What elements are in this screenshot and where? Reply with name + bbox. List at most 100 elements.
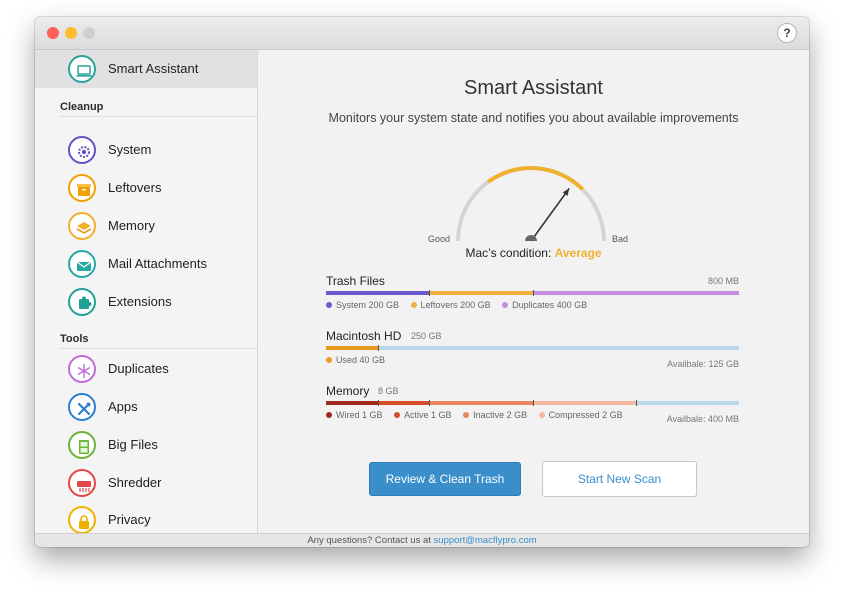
legend-dot <box>502 301 509 308</box>
page-title: Smart Assistant <box>464 77 603 99</box>
bar-segment <box>635 401 739 405</box>
sidebar: Smart Assistant Cleanup System Leftovers… <box>35 50 258 534</box>
bar-segment <box>532 291 739 295</box>
sidebar-item-apps[interactable]: Apps <box>35 388 257 426</box>
sidebar-item-big-files[interactable]: Big Files <box>35 426 257 464</box>
start-new-scan-button[interactable]: Start New Scan <box>542 461 697 497</box>
condition-gauge <box>456 166 606 242</box>
disk-available: Availbale: 125 GB <box>667 359 739 369</box>
minimize-button[interactable] <box>65 27 77 39</box>
memory-capacity: 8 GB <box>378 386 399 396</box>
legend-item-active: Active 1 GB <box>394 410 452 420</box>
bar-divider <box>532 400 534 406</box>
disk-legend: Used 40 GB <box>326 355 394 365</box>
sidebar-item-extensions[interactable]: Extensions <box>35 283 257 321</box>
trash-legend: System 200 GB Leftovers 200 GB Duplicate… <box>326 300 596 310</box>
close-button[interactable] <box>47 27 59 39</box>
bar-divider <box>429 400 431 406</box>
gauge-good-label: Good <box>428 234 451 244</box>
gear-icon <box>68 136 96 164</box>
puzzle-icon <box>68 288 96 316</box>
section-divider <box>60 116 257 117</box>
legend-label: Used 40 GB <box>336 355 386 365</box>
tools-section-header: Tools <box>60 333 89 345</box>
bar-divider <box>429 290 431 296</box>
mail-icon <box>68 250 96 278</box>
legend-label: Active 1 GB <box>404 410 452 420</box>
memory-legend: Wired 1 GB Active 1 GB Inactive 2 GB Com… <box>326 410 632 420</box>
bar-divider <box>635 400 637 406</box>
help-button[interactable]: ? <box>777 23 797 43</box>
laptop-icon <box>68 55 96 83</box>
memory-title: Memory <box>326 384 370 398</box>
bar-segment <box>326 291 430 295</box>
sidebar-item-label: Mail Attachments <box>108 256 207 271</box>
review-clean-trash-button[interactable]: Review & Clean Trash <box>369 462 521 496</box>
trash-files-title: Trash Files <box>326 274 385 288</box>
app-window: ? Smart Assistant Cleanup System Leftove… <box>35 17 809 547</box>
section-divider <box>60 348 257 349</box>
sidebar-item-duplicates[interactable]: Duplicates <box>35 350 257 388</box>
title-bar: ? <box>35 17 809 50</box>
legend-item-used: Used 40 GB <box>326 355 385 365</box>
lock-icon <box>68 506 96 534</box>
wrench-icon <box>68 393 96 421</box>
bar-segment <box>326 401 378 405</box>
legend-item-wired: Wired 1 GB <box>326 410 383 420</box>
disk-capacity: 250 GB <box>411 331 442 341</box>
page-subtitle: Monitors your system state and notifies … <box>328 111 739 125</box>
bar-divider <box>377 345 379 351</box>
gauge-needle <box>530 187 570 242</box>
legend-dot <box>463 411 470 418</box>
bar-segment <box>326 346 378 350</box>
layers-icon <box>68 212 96 240</box>
sidebar-item-system[interactable]: System <box>35 131 257 169</box>
sidebar-item-leftovers[interactable]: Leftovers <box>35 169 257 207</box>
bar-segment <box>429 291 533 295</box>
cabinet-icon <box>68 431 96 459</box>
sidebar-item-label: Memory <box>108 218 155 233</box>
bar-divider <box>377 400 379 406</box>
sidebar-item-memory[interactable]: Memory <box>35 207 257 245</box>
zoom-button[interactable] <box>83 27 95 39</box>
bar-divider <box>532 290 534 296</box>
sidebar-item-smart-assistant[interactable]: Smart Assistant <box>35 50 257 88</box>
legend-dot <box>326 301 332 308</box>
sidebar-item-label: Shredder <box>108 475 162 490</box>
legend-item-system: System 200 GB <box>326 300 399 310</box>
legend-label: Duplicates 400 GB <box>512 300 588 310</box>
legend-dot <box>394 411 401 418</box>
sidebar-item-privacy[interactable]: Privacy <box>35 501 257 539</box>
legend-item-duplicates: Duplicates 400 GB <box>502 300 587 310</box>
condition-value: Average <box>554 246 602 260</box>
gauge-needle-head <box>562 188 570 196</box>
sidebar-item-label: Smart Assistant <box>108 61 199 76</box>
bar-segment <box>377 346 739 350</box>
sidebar-item-label: Apps <box>108 399 138 414</box>
legend-item-leftovers: Leftovers 200 GB <box>410 300 491 310</box>
footer-text: Any questions? Contact us at <box>307 535 431 546</box>
trash-total: 800 MB <box>707 276 739 286</box>
gauge-level-arc <box>486 166 585 191</box>
condition-label: Mac’s condition: <box>465 246 552 260</box>
sidebar-item-label: System <box>108 142 152 157</box>
legend-dot <box>326 356 332 363</box>
legend-dot <box>410 301 417 308</box>
sidebar-item-label: Leftovers <box>108 180 162 195</box>
mac-condition: Mac’s condition: Average <box>258 246 809 260</box>
sidebar-item-shredder[interactable]: Shredder <box>35 464 257 502</box>
gauge-bad-label: Bad <box>612 234 629 244</box>
snowflake-icon <box>68 355 96 383</box>
bar-segment <box>429 401 533 405</box>
gauge-hub <box>525 235 537 241</box>
support-email-link[interactable]: support@macflypro.com <box>433 535 537 546</box>
sidebar-item-label: Privacy <box>108 512 151 527</box>
sidebar-item-label: Extensions <box>108 294 172 309</box>
cleanup-section-header: Cleanup <box>60 101 104 113</box>
legend-label: Leftovers 200 GB <box>420 300 491 310</box>
sidebar-item-mail-attachments[interactable]: Mail Attachments <box>35 245 257 283</box>
footer: Any questions? Contact us at support@mac… <box>35 533 809 547</box>
main-panel: Smart Assistant Monitors your system sta… <box>258 50 809 533</box>
disk-title: Macintosh HD <box>326 329 402 343</box>
shredder-icon <box>68 469 96 497</box>
